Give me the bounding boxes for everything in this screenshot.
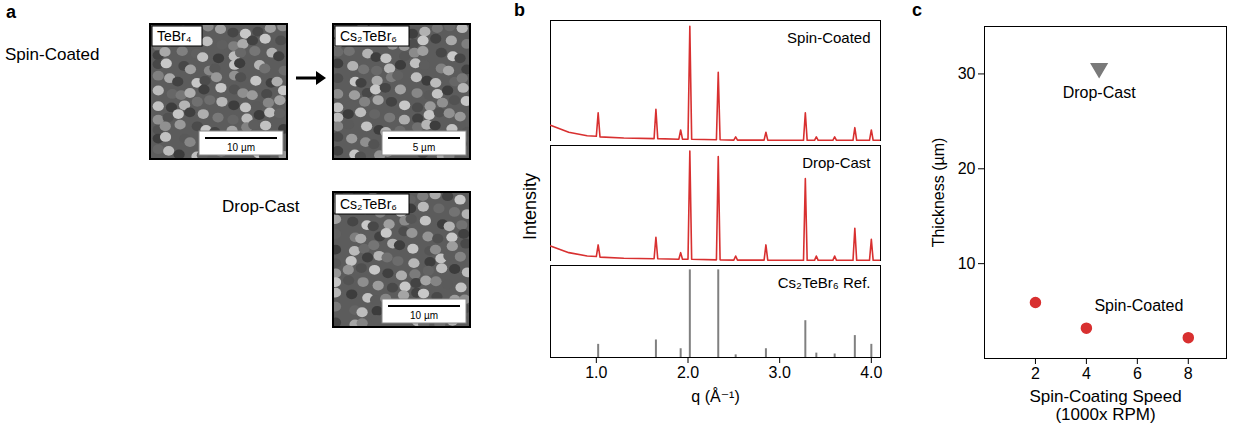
svg-text:6: 6 [1133, 365, 1142, 382]
svg-text:20: 20 [958, 160, 976, 177]
svg-text:Cs₂TeBr₆: Cs₂TeBr₆ [340, 28, 397, 44]
svg-text:8: 8 [1184, 365, 1193, 382]
svg-text:Spin-Coated: Spin-Coated [5, 45, 100, 64]
svg-text:4: 4 [1082, 365, 1091, 382]
svg-text:Spin-Coated: Spin-Coated [787, 29, 870, 46]
svg-text:Drop-Cast: Drop-Cast [222, 197, 300, 216]
svg-text:2.0: 2.0 [677, 364, 699, 381]
svg-text:TeBr₄: TeBr₄ [157, 28, 192, 44]
svg-text:5 µm: 5 µm [413, 142, 435, 153]
svg-text:10 µm: 10 µm [410, 310, 438, 321]
svg-text:10: 10 [958, 255, 976, 272]
svg-text:Cs₂TeBr₆ Ref.: Cs₂TeBr₆ Ref. [778, 274, 871, 291]
svg-text:1.0: 1.0 [585, 364, 607, 381]
html-text:b: b [514, 0, 525, 20]
html-text:Intensity: Intensity [519, 173, 540, 240]
svg-text:Drop-Cast: Drop-Cast [1063, 84, 1136, 101]
html-text:c: c [912, 0, 922, 20]
svg-text:2: 2 [1031, 365, 1040, 382]
svg-text:q (Å⁻¹): q (Å⁻¹) [691, 387, 739, 405]
svg-text:30: 30 [958, 65, 976, 82]
svg-text:Cs₂TeBr₆: Cs₂TeBr₆ [340, 196, 397, 212]
svg-text:3.0: 3.0 [769, 364, 791, 381]
svg-text:4.0: 4.0 [860, 364, 882, 381]
svg-text:Spin-Coating Speed(1000x RPM): Spin-Coating Speed(1000x RPM) [1029, 387, 1181, 425]
svg-text:Drop-Cast: Drop-Cast [802, 154, 871, 171]
html-text:a: a [6, 2, 16, 22]
svg-text:Spin-Coated: Spin-Coated [1094, 297, 1183, 314]
svg-text:10 µm: 10 µm [227, 142, 255, 153]
svg-text:Thickness (µm): Thickness (µm) [930, 138, 947, 248]
